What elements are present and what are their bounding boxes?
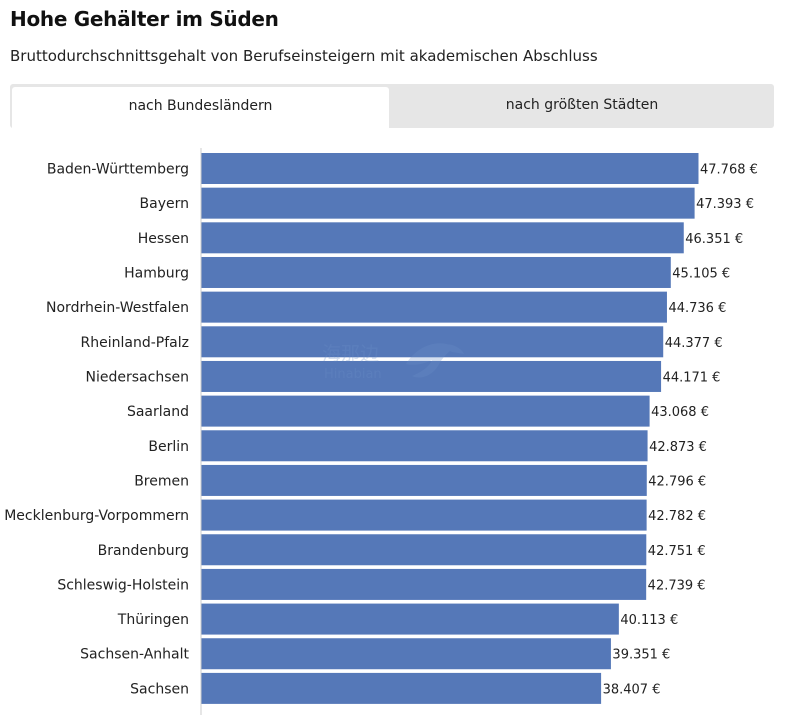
category-label: Nordrhein-Westfalen — [46, 300, 189, 316]
bar[interactable] — [201, 464, 647, 496]
value-label: 42.796 € — [648, 474, 706, 489]
tab-bundeslaender[interactable]: nach Bundesländern — [12, 87, 389, 128]
chart-subtitle: Bruttodurchschnittsgehalt von Berufseins… — [10, 47, 598, 65]
category-label: Schleswig-Holstein — [57, 577, 189, 593]
bar[interactable] — [201, 534, 647, 566]
value-label: 40.113 € — [620, 613, 678, 628]
value-label: 43.068 € — [651, 405, 709, 420]
category-label: Rheinland-Pfalz — [81, 335, 189, 351]
value-label: 47.393 € — [696, 197, 754, 212]
bar[interactable] — [201, 153, 699, 184]
value-label: 45.105 € — [672, 266, 730, 281]
bar[interactable] — [201, 672, 602, 704]
category-label: Thüringen — [117, 612, 189, 628]
category-label: Hessen — [138, 231, 189, 247]
bar[interactable] — [201, 499, 647, 531]
category-label: Saarland — [127, 404, 189, 420]
bar[interactable] — [201, 187, 695, 219]
category-label: Sachsen-Anhalt — [80, 647, 189, 663]
category-label: Bremen — [134, 473, 189, 489]
bar[interactable] — [201, 430, 648, 462]
bar[interactable] — [201, 256, 671, 288]
bar[interactable] — [201, 360, 662, 392]
category-label: Brandenburg — [98, 543, 189, 559]
value-label: 44.377 € — [665, 336, 723, 351]
tab-bar: nach Bundesländern nach größten Städten — [10, 84, 774, 128]
value-label: 42.739 € — [648, 578, 706, 593]
bar-chart: Baden-Württemberg 47.768 € Bayern 47.393 € H… — [4, 148, 758, 715]
value-label: 42.873 € — [649, 440, 707, 455]
value-label: 42.751 € — [648, 544, 706, 559]
bar[interactable] — [201, 395, 650, 427]
category-label: Baden-Württemberg — [47, 162, 189, 178]
category-label: Mecklenburg-Vorpommern — [4, 508, 189, 524]
value-label: 44.736 € — [668, 301, 726, 316]
value-label: 47.768 € — [700, 163, 758, 178]
bar[interactable] — [201, 568, 647, 600]
bar[interactable] — [201, 222, 684, 254]
category-label: Hamburg — [124, 265, 189, 281]
bar[interactable] — [201, 291, 667, 323]
tab-staedte[interactable]: nach größten Städten — [505, 97, 659, 113]
category-label: Bayern — [140, 196, 189, 212]
category-label: Berlin — [148, 439, 189, 455]
bar[interactable] — [201, 638, 611, 670]
category-label: Sachsen — [130, 681, 189, 697]
value-label: 38.407 € — [603, 682, 661, 697]
bar[interactable] — [201, 603, 619, 635]
value-label: 44.171 € — [663, 370, 721, 385]
chart-title: Hohe Gehälter im Süden — [10, 7, 279, 31]
value-label: 46.351 € — [685, 232, 743, 247]
value-label: 39.351 € — [612, 648, 670, 663]
category-label: Niedersachsen — [86, 369, 189, 385]
bar[interactable] — [201, 326, 664, 358]
value-label: 42.782 € — [648, 509, 706, 524]
